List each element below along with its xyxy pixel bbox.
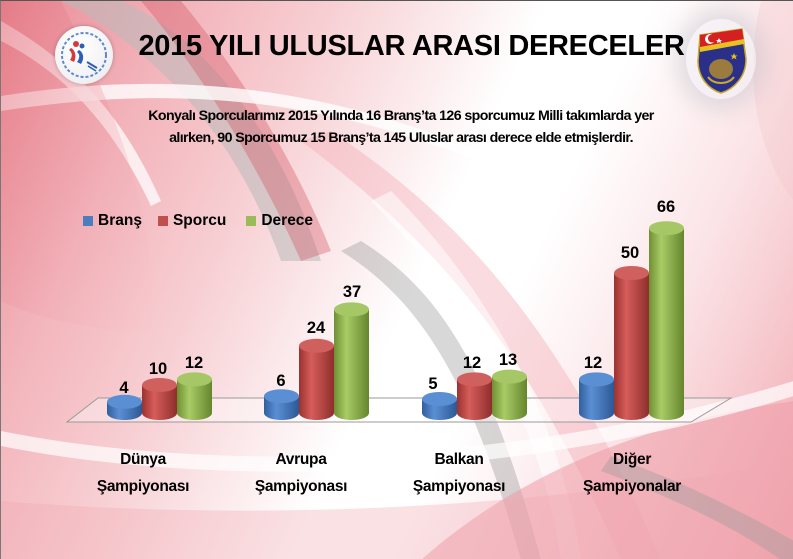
bar-series-group — [107, 221, 684, 421]
chart-legend: Branş Sporcu Derece — [83, 212, 313, 230]
summary-text: Konyalı Sporcularımız 2015 Yılında 16 Br… — [61, 105, 741, 149]
page-title: 2015 YILI ULUSLAR ARASI DERECELER — [138, 30, 685, 62]
value-label: 12 — [462, 354, 482, 372]
bar-derece — [177, 379, 212, 421]
bar-top-brans — [264, 389, 299, 404]
bar-sporcu — [457, 379, 492, 421]
bar-derece — [649, 228, 684, 421]
legend-label: Sporcu — [172, 212, 227, 229]
bar-top-derece — [649, 221, 684, 236]
legend-item-brans: Branş — [83, 212, 142, 230]
legend-swatch-blue — [83, 216, 93, 226]
bar-derece — [334, 309, 369, 421]
category-label-diger: Diğer Şampiyonalar — [557, 446, 707, 500]
value-label: 5 — [428, 375, 438, 393]
category-line: Şampiyonası — [96, 478, 190, 495]
konya-logo — [686, 19, 756, 99]
value-label: 12 — [583, 354, 603, 372]
bar-top-derece — [177, 372, 212, 387]
legend-item-sporcu: Sporcu — [157, 212, 227, 230]
category-label-avrupa: Avrupa Şampiyonası — [226, 446, 376, 500]
value-label: 6 — [276, 372, 286, 390]
ministry-logo — [55, 26, 113, 84]
category-line: Avrupa — [275, 451, 327, 468]
bar-top-brans — [579, 372, 614, 387]
bar-top-derece — [492, 369, 527, 384]
value-label: 4 — [119, 379, 129, 397]
value-label: 37 — [342, 283, 362, 301]
legend-item-derece: Derece — [246, 212, 313, 230]
value-label: 66 — [656, 198, 676, 216]
summary-line-1: Konyalı Sporcularımız 2015 Yılında 16 Br… — [148, 108, 654, 124]
value-label: 50 — [620, 244, 640, 262]
bar-brans — [579, 379, 614, 421]
bar-top-sporcu — [457, 372, 492, 387]
legend-swatch-green — [246, 216, 257, 226]
value-label: 10 — [148, 360, 168, 378]
summary-line-2: alırken, 90 Sporcumuz 15 Branş’ta 145 Ul… — [169, 130, 633, 146]
bar-sporcu — [299, 345, 334, 421]
category-line: Şampiyonası — [412, 478, 506, 495]
bar-top-brans — [422, 392, 457, 406]
category-line: Diğer — [612, 451, 652, 468]
category-label-dunya: Dünya Şampiyonası — [68, 446, 218, 500]
value-label: 12 — [184, 354, 204, 372]
value-label: 24 — [306, 319, 326, 337]
bar-derece — [492, 376, 527, 421]
bar-top-sporcu — [614, 266, 649, 280]
legend-label: Branş — [98, 212, 142, 229]
legend-label: Derece — [261, 212, 314, 229]
konya-shield-icon — [697, 28, 747, 94]
bar-sporcu — [142, 385, 177, 421]
category-line: Şampiyonalar — [582, 478, 682, 495]
value-label: 13 — [498, 351, 518, 369]
category-line: Şampiyonası — [254, 478, 348, 495]
bar-top-brans — [107, 394, 142, 409]
legend-swatch-red — [157, 216, 168, 226]
bar-top-sporcu — [299, 338, 334, 353]
bar-top-sporcu — [142, 378, 177, 392]
ministry-emblem-icon — [61, 32, 107, 78]
bar-sporcu — [614, 273, 649, 421]
bar-top-derece — [334, 302, 369, 317]
category-label-balkan: Balkan Şampiyonası — [384, 446, 534, 500]
category-line: Balkan — [434, 451, 484, 468]
category-line: Dünya — [120, 451, 166, 468]
